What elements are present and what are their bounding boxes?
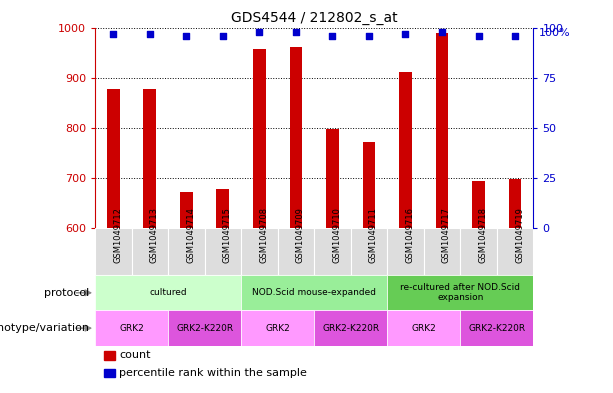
Text: GSM1049717: GSM1049717 <box>442 207 451 263</box>
FancyBboxPatch shape <box>314 310 387 346</box>
Text: percentile rank within the sample: percentile rank within the sample <box>119 368 307 378</box>
Text: GRK2-K220R: GRK2-K220R <box>468 324 525 332</box>
FancyBboxPatch shape <box>351 228 387 275</box>
Text: re-cultured after NOD.Scid
expansion: re-cultured after NOD.Scid expansion <box>400 283 520 303</box>
FancyBboxPatch shape <box>241 310 314 346</box>
Point <box>400 30 410 37</box>
Title: GDS4544 / 212802_s_at: GDS4544 / 212802_s_at <box>231 11 397 25</box>
Point <box>291 28 301 35</box>
Text: 100%: 100% <box>539 28 571 37</box>
Point <box>327 32 337 39</box>
Bar <box>472 181 485 228</box>
Text: GSM1049712: GSM1049712 <box>113 207 122 263</box>
Point <box>474 32 484 39</box>
FancyBboxPatch shape <box>168 228 205 275</box>
FancyBboxPatch shape <box>497 228 533 275</box>
Text: GSM1049709: GSM1049709 <box>296 207 305 263</box>
FancyBboxPatch shape <box>95 228 132 275</box>
FancyBboxPatch shape <box>460 228 497 275</box>
Point <box>364 32 374 39</box>
Bar <box>104 351 115 360</box>
FancyBboxPatch shape <box>278 228 314 275</box>
Text: GSM1049715: GSM1049715 <box>223 207 232 263</box>
Bar <box>143 89 156 228</box>
Point <box>254 28 264 35</box>
FancyBboxPatch shape <box>424 228 460 275</box>
Point <box>109 30 118 37</box>
Bar <box>107 89 120 228</box>
Point <box>437 28 447 35</box>
Text: GSM1049714: GSM1049714 <box>186 207 196 263</box>
Bar <box>289 46 302 228</box>
Bar <box>216 189 229 228</box>
Text: GRK2-K220R: GRK2-K220R <box>322 324 379 332</box>
FancyBboxPatch shape <box>387 310 460 346</box>
FancyBboxPatch shape <box>241 275 387 310</box>
FancyBboxPatch shape <box>168 310 241 346</box>
Text: GSM1049718: GSM1049718 <box>479 207 487 263</box>
FancyBboxPatch shape <box>95 275 241 310</box>
Text: GSM1049708: GSM1049708 <box>259 207 268 263</box>
Point <box>218 32 228 39</box>
FancyBboxPatch shape <box>132 228 168 275</box>
Point <box>181 32 191 39</box>
Bar <box>180 192 192 228</box>
Point <box>510 32 520 39</box>
Text: GRK2: GRK2 <box>265 324 290 332</box>
Text: NOD.Scid mouse-expanded: NOD.Scid mouse-expanded <box>252 288 376 297</box>
Bar <box>326 129 339 228</box>
FancyBboxPatch shape <box>205 228 241 275</box>
Text: GSM1049716: GSM1049716 <box>405 207 414 263</box>
FancyBboxPatch shape <box>387 275 533 310</box>
Bar <box>399 72 412 228</box>
FancyBboxPatch shape <box>387 228 424 275</box>
FancyBboxPatch shape <box>241 228 278 275</box>
Text: GSM1049711: GSM1049711 <box>369 207 378 263</box>
Bar <box>436 33 448 228</box>
Text: GSM1049719: GSM1049719 <box>515 207 524 263</box>
Text: GSM1049710: GSM1049710 <box>332 207 341 263</box>
Bar <box>104 369 115 377</box>
Text: GRK2-K220R: GRK2-K220R <box>176 324 233 332</box>
Point <box>145 30 154 37</box>
Text: genotype/variation: genotype/variation <box>0 323 89 333</box>
Text: cultured: cultured <box>149 288 187 297</box>
FancyBboxPatch shape <box>95 310 168 346</box>
Bar <box>509 179 522 228</box>
Text: count: count <box>119 350 151 360</box>
FancyBboxPatch shape <box>314 228 351 275</box>
Text: GRK2: GRK2 <box>411 324 436 332</box>
Text: protocol: protocol <box>44 288 89 298</box>
Bar <box>253 49 266 228</box>
FancyBboxPatch shape <box>460 310 533 346</box>
Text: GSM1049713: GSM1049713 <box>150 207 159 263</box>
Text: GRK2: GRK2 <box>119 324 144 332</box>
Bar <box>362 142 375 228</box>
